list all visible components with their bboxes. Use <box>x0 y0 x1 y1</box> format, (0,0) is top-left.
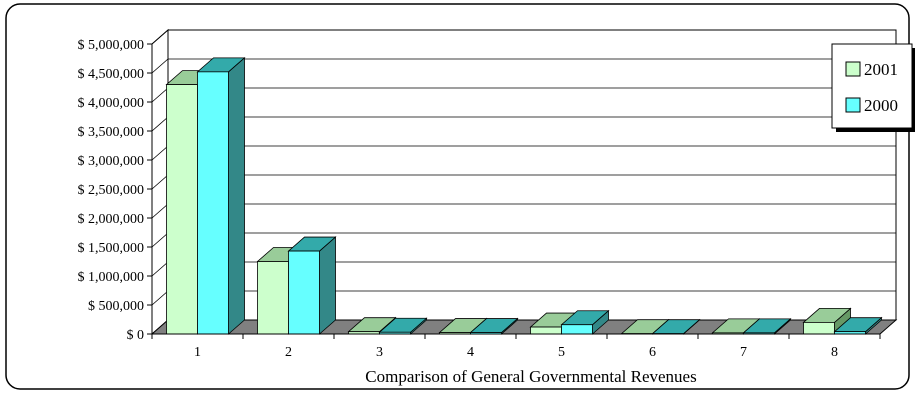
y-tick-label: $ 4,000,000 <box>78 96 145 111</box>
y-tick-label: $ 1,000,000 <box>78 270 145 285</box>
bar-front <box>197 71 229 335</box>
x-axis-ticks: 1 2 3 4 5 6 7 8 <box>151 44 881 360</box>
bar <box>196 56 246 335</box>
x-tick-label: 2 <box>285 345 292 360</box>
x-tick-label: 5 <box>558 345 565 360</box>
bar <box>287 236 337 335</box>
y-tick-label: $ 3,000,000 <box>78 154 145 169</box>
bar-side <box>228 56 245 335</box>
x-tick-label: 4 <box>467 345 474 360</box>
y-tick-label: $ 5,000,000 <box>78 38 145 53</box>
legend: 2001 2000 <box>831 43 915 132</box>
x-tick-label: 1 <box>194 345 201 360</box>
legend-swatch <box>845 97 861 113</box>
bar-front <box>803 321 835 335</box>
y-tick-label: $ 3,500,000 <box>78 125 145 140</box>
bar <box>378 317 428 335</box>
legend-label: 2001 <box>864 60 898 79</box>
y-tick-label: $ 2,000,000 <box>78 212 145 227</box>
y-tick-label: $ 2,500,000 <box>78 183 145 198</box>
bar-front <box>530 326 562 335</box>
legend-box <box>831 43 913 129</box>
bar <box>833 316 883 335</box>
y-tick-label: $ 0 <box>127 328 145 343</box>
bar <box>469 317 519 335</box>
bar-front <box>288 250 320 335</box>
legend-label: 2000 <box>864 96 898 115</box>
bar <box>742 317 792 335</box>
bar <box>560 309 610 335</box>
gridline <box>151 29 896 45</box>
y-axis-ticks: $ 0 $ 500,000 $ 1,000,000 $ 1,500,000 $ 2,00… <box>78 38 152 343</box>
x-tick-label: 8 <box>831 345 838 360</box>
y-tick-label: $ 4,500,000 <box>78 67 145 82</box>
gridline <box>151 58 896 74</box>
bar-front <box>257 261 289 335</box>
y-tick-label: $ 1,500,000 <box>78 241 145 256</box>
bar-side <box>319 236 336 335</box>
bar-front <box>166 84 198 335</box>
x-tick-label: 6 <box>649 345 656 360</box>
y-tick-label: $ 500,000 <box>88 299 144 314</box>
legend-swatch <box>845 61 861 77</box>
x-tick-label: 3 <box>376 345 383 360</box>
x-tick-label: 7 <box>740 345 747 360</box>
bars <box>165 56 883 335</box>
bar-front <box>561 324 593 335</box>
x-axis-label: Comparison of General Governmental Reven… <box>365 367 696 386</box>
